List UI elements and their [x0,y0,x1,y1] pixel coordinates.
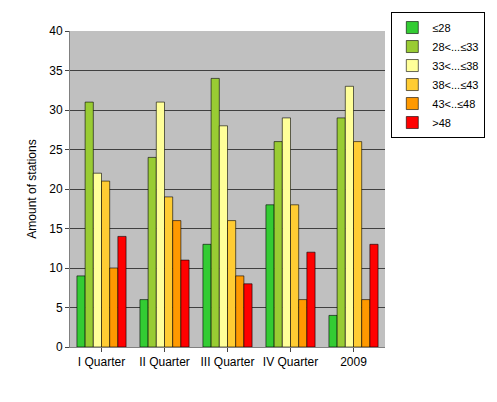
svg-text:15: 15 [49,222,63,236]
svg-text:>48: >48 [432,117,451,129]
svg-text:38<...≤43: 38<...≤43 [432,79,478,91]
svg-text:20: 20 [49,182,63,196]
svg-text:5: 5 [56,301,63,315]
svg-text:30: 30 [49,103,63,117]
svg-text:25: 25 [49,143,63,157]
svg-text:35: 35 [49,64,63,78]
svg-text:33<...≤38: 33<...≤38 [432,60,478,72]
svg-text:43<..≤48: 43<..≤48 [432,98,475,110]
svg-text:28<...≤33: 28<...≤33 [432,41,478,53]
svg-text:Amount of stations: Amount of stations [25,139,39,238]
svg-text:40: 40 [49,24,63,38]
svg-text:IV Quarter: IV Quarter [263,355,318,369]
svg-text:2009: 2009 [340,355,367,369]
svg-text:I Quarter: I Quarter [78,355,125,369]
svg-text:III Quarter: III Quarter [200,355,254,369]
svg-text:0: 0 [56,340,63,354]
svg-text:II Quarter: II Quarter [139,355,190,369]
svg-text:≤28: ≤28 [432,22,450,34]
svg-text:10: 10 [49,261,63,275]
